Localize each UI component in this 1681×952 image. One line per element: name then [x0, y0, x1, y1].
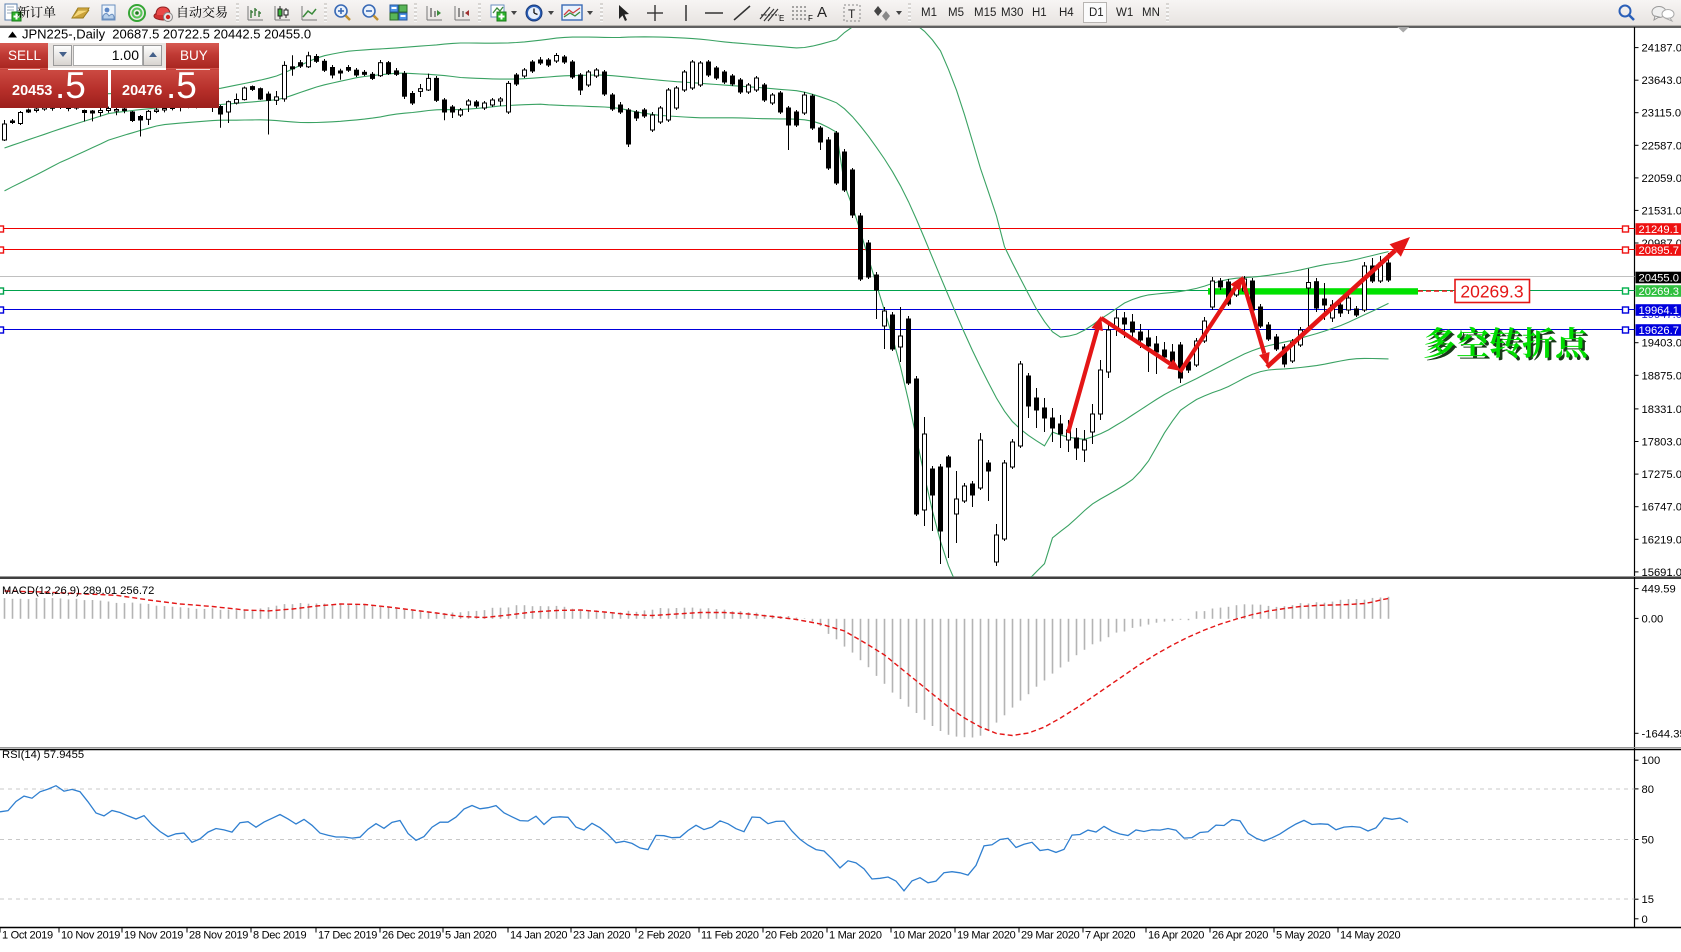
svg-text:2 Feb 2020: 2 Feb 2020 [638, 930, 691, 942]
svg-text:15: 15 [1642, 894, 1654, 906]
svg-text:21531.0: 21531.0 [1642, 205, 1681, 217]
svg-text:20269.3: 20269.3 [1639, 286, 1679, 298]
svg-text:16747.0: 16747.0 [1642, 502, 1681, 514]
svg-text:16219.0: 16219.0 [1642, 534, 1681, 546]
svg-text:20269.3: 20269.3 [1460, 282, 1523, 302]
svg-text:29 Mar 2020: 29 Mar 2020 [1021, 930, 1080, 942]
svg-text:20455.0: 20455.0 [1639, 273, 1679, 285]
svg-text:23 Jan 2020: 23 Jan 2020 [573, 930, 630, 942]
svg-text:-1644.35: -1644.35 [1642, 728, 1681, 740]
svg-text:5 May 2020: 5 May 2020 [1276, 930, 1331, 942]
svg-text:23115.0: 23115.0 [1642, 108, 1681, 120]
svg-text:MACD(12,26,9) 289.01 256.72: MACD(12,26,9) 289.01 256.72 [2, 585, 154, 597]
svg-text:19 Nov 2019: 19 Nov 2019 [124, 930, 183, 942]
svg-text:5 Jan 2020: 5 Jan 2020 [445, 930, 497, 942]
svg-text:1 Oct 2019: 1 Oct 2019 [2, 930, 53, 942]
svg-text:16 Apr 2020: 16 Apr 2020 [1148, 930, 1204, 942]
svg-text:80: 80 [1642, 784, 1654, 796]
svg-text:23643.0: 23643.0 [1642, 75, 1681, 87]
svg-text:0.00: 0.00 [1642, 613, 1664, 625]
svg-text:15691.0: 15691.0 [1642, 567, 1681, 579]
svg-text:26 Dec 2019: 26 Dec 2019 [382, 930, 441, 942]
svg-text:RSI(14) 57.9455: RSI(14) 57.9455 [2, 749, 84, 761]
svg-text:18875.0: 18875.0 [1642, 370, 1681, 382]
svg-text:28 Nov 2019: 28 Nov 2019 [189, 930, 248, 942]
svg-text:17803.0: 17803.0 [1642, 437, 1681, 449]
svg-text:11 Feb 2020: 11 Feb 2020 [701, 930, 759, 942]
svg-text:17 Dec 2019: 17 Dec 2019 [318, 930, 377, 942]
svg-text:0: 0 [1642, 914, 1648, 926]
svg-text:26 Apr 2020: 26 Apr 2020 [1212, 930, 1268, 942]
svg-text:JPN225-,Daily 20687.5 20722.5: JPN225-,Daily 20687.5 20722.5 20442.5 20… [22, 27, 311, 42]
svg-text:T: T [848, 7, 856, 21]
svg-text:21249.1: 21249.1 [1639, 224, 1679, 236]
svg-text:19 Mar 2020: 19 Mar 2020 [957, 930, 1016, 942]
svg-text:18331.0: 18331.0 [1642, 404, 1681, 416]
svg-text:14 Jan 2020: 14 Jan 2020 [510, 930, 567, 942]
svg-text:1 Mar 2020: 1 Mar 2020 [829, 930, 882, 942]
svg-text:19626.7: 19626.7 [1639, 325, 1679, 337]
svg-text:E: E [779, 14, 784, 23]
svg-text:7 Apr 2020: 7 Apr 2020 [1085, 930, 1135, 942]
svg-text:449.59: 449.59 [1642, 584, 1676, 596]
svg-text:10 Nov 2019: 10 Nov 2019 [61, 930, 120, 942]
svg-text:24187.0: 24187.0 [1642, 43, 1681, 55]
svg-text:10 Mar 2020: 10 Mar 2020 [893, 930, 952, 942]
svg-text:50: 50 [1642, 835, 1654, 847]
svg-text:19964.1: 19964.1 [1639, 305, 1679, 317]
svg-text:22059.0: 22059.0 [1642, 173, 1681, 185]
svg-text:100: 100 [1642, 755, 1661, 767]
svg-text:F: F [808, 14, 813, 23]
svg-text:20 Feb 2020: 20 Feb 2020 [765, 930, 824, 942]
svg-text:22587.0: 22587.0 [1642, 140, 1681, 152]
svg-text:8 Dec 2019: 8 Dec 2019 [253, 930, 306, 942]
svg-text:14 May 2020: 14 May 2020 [1340, 930, 1400, 942]
svg-text:19403.0: 19403.0 [1642, 338, 1681, 350]
svg-text:20895.7: 20895.7 [1639, 245, 1679, 257]
svg-text:17275.0: 17275.0 [1642, 469, 1681, 481]
